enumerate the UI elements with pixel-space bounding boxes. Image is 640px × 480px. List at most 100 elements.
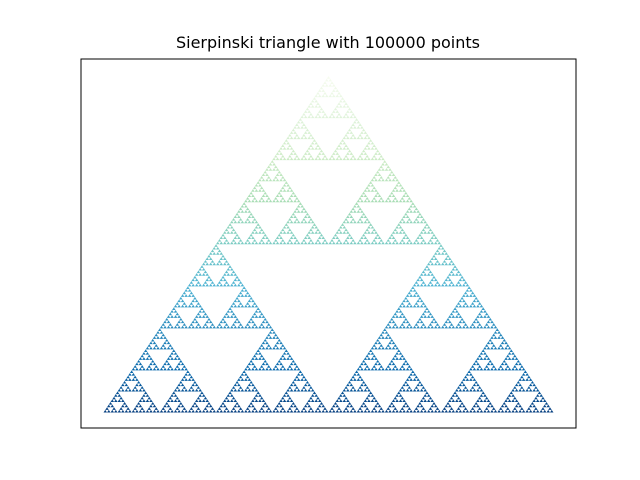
sierpinski-hole [354, 373, 359, 376]
sierpinski-hole [238, 220, 243, 224]
sierpinski-hole [182, 304, 187, 308]
sierpinski-hole [397, 183, 401, 187]
sierpinski-hole [358, 126, 362, 129]
sierpinski-hole [252, 220, 257, 224]
sierpinski-hole [372, 178, 376, 182]
sierpinski-hole [256, 352, 260, 355]
sierpinski-hole [279, 149, 294, 161]
sierpinski-hole [279, 191, 294, 203]
sierpinski-hole [358, 367, 362, 371]
sierpinski-hole [252, 357, 257, 360]
sierpinski-hole [252, 315, 257, 318]
sierpinski-hole [426, 265, 456, 287]
sierpinski-hole [428, 241, 433, 245]
sierpinski-hole [491, 336, 496, 339]
sierpinski-hole [421, 399, 426, 402]
sierpinski-hole [513, 409, 517, 413]
sierpinski-hole [289, 239, 297, 245]
sierpinski-hole [263, 341, 267, 345]
sierpinski-hole [275, 175, 283, 182]
sierpinski-hole [400, 399, 405, 402]
sierpinski-hole [289, 386, 297, 392]
sierpinski-hole [486, 344, 494, 350]
sierpinski-hole [542, 407, 550, 413]
sierpinski-hole [506, 399, 510, 402]
sierpinski-hole [291, 194, 296, 197]
sierpinski-hole [456, 388, 461, 392]
sierpinski-hole [261, 407, 269, 413]
sierpinski-hole [194, 275, 209, 287]
sierpinski-hole [228, 267, 232, 271]
sierpinski-hole [154, 367, 158, 371]
sierpinski-hole [295, 126, 299, 129]
sierpinski-hole [421, 241, 426, 245]
sierpinski-hole [342, 139, 371, 161]
sierpinski-hole [309, 399, 313, 402]
sierpinski-hole [309, 409, 313, 413]
sierpinski-hole [332, 154, 340, 161]
sierpinski-hole [266, 409, 271, 413]
sierpinski-hole [203, 409, 208, 413]
sierpinski-hole [149, 407, 157, 413]
sierpinski-hole [395, 186, 403, 192]
sierpinski-hole [460, 404, 464, 408]
sierpinski-points [103, 76, 554, 413]
sierpinski-hole [346, 217, 354, 224]
sierpinski-hole [317, 154, 325, 161]
sierpinski-hole [467, 373, 471, 376]
sierpinski-hole [374, 154, 382, 161]
sierpinski-hole [193, 383, 197, 387]
sierpinski-hole [502, 362, 507, 366]
sierpinski-hole [274, 346, 278, 350]
sierpinski-hole [179, 299, 183, 303]
sierpinski-hole [400, 315, 405, 318]
sierpinski-hole [288, 231, 292, 234]
sierpinski-hole [175, 325, 180, 329]
sierpinski-hole [365, 147, 369, 150]
sierpinski-hole [291, 236, 296, 240]
sierpinski-hole [196, 409, 201, 413]
sierpinski-hole [486, 407, 494, 413]
sierpinski-hole [277, 404, 282, 408]
sierpinski-hole [259, 241, 264, 245]
sierpinski-hole [477, 388, 482, 392]
sierpinski-hole [296, 123, 304, 129]
sierpinski-hole [156, 333, 164, 339]
sierpinski-hole [346, 239, 354, 245]
sierpinski-hole [191, 281, 199, 287]
sierpinski-hole [446, 257, 450, 261]
sierpinski-hole [379, 367, 383, 371]
sierpinski-hole [393, 346, 398, 350]
sierpinski-hole [448, 275, 463, 287]
sierpinski-hole [122, 383, 127, 387]
sierpinski-hole [397, 309, 401, 313]
sierpinski-hole [527, 378, 531, 381]
sierpinski-hole [463, 378, 468, 381]
sierpinski-hole [252, 304, 257, 308]
sierpinski-hole [462, 296, 477, 308]
sierpinski-hole [175, 357, 180, 360]
sierpinski-hole [279, 401, 294, 413]
sierpinski-hole [390, 362, 394, 366]
sierpinski-hole [191, 386, 199, 392]
sierpinski-hole [435, 325, 440, 329]
sierpinski-hole [409, 375, 417, 381]
sierpinski-hole [295, 210, 299, 213]
sierpinski-hole [147, 357, 151, 360]
sierpinski-hole [451, 312, 459, 318]
sierpinski-hole [344, 409, 348, 413]
sierpinski-hole [435, 409, 440, 413]
sierpinski-hole [275, 407, 283, 413]
sierpinski-hole [129, 373, 134, 376]
sierpinski-hole [291, 404, 296, 408]
sierpinski-hole [314, 97, 343, 119]
sierpinski-hole [319, 110, 324, 113]
sierpinski-hole [177, 386, 185, 392]
sierpinski-hole [295, 378, 299, 381]
sierpinski-hole [333, 89, 338, 92]
sierpinski-hole [252, 241, 257, 245]
sierpinski-hole [372, 399, 376, 402]
sierpinski-hole [532, 401, 547, 413]
sierpinski-hole [486, 365, 494, 371]
